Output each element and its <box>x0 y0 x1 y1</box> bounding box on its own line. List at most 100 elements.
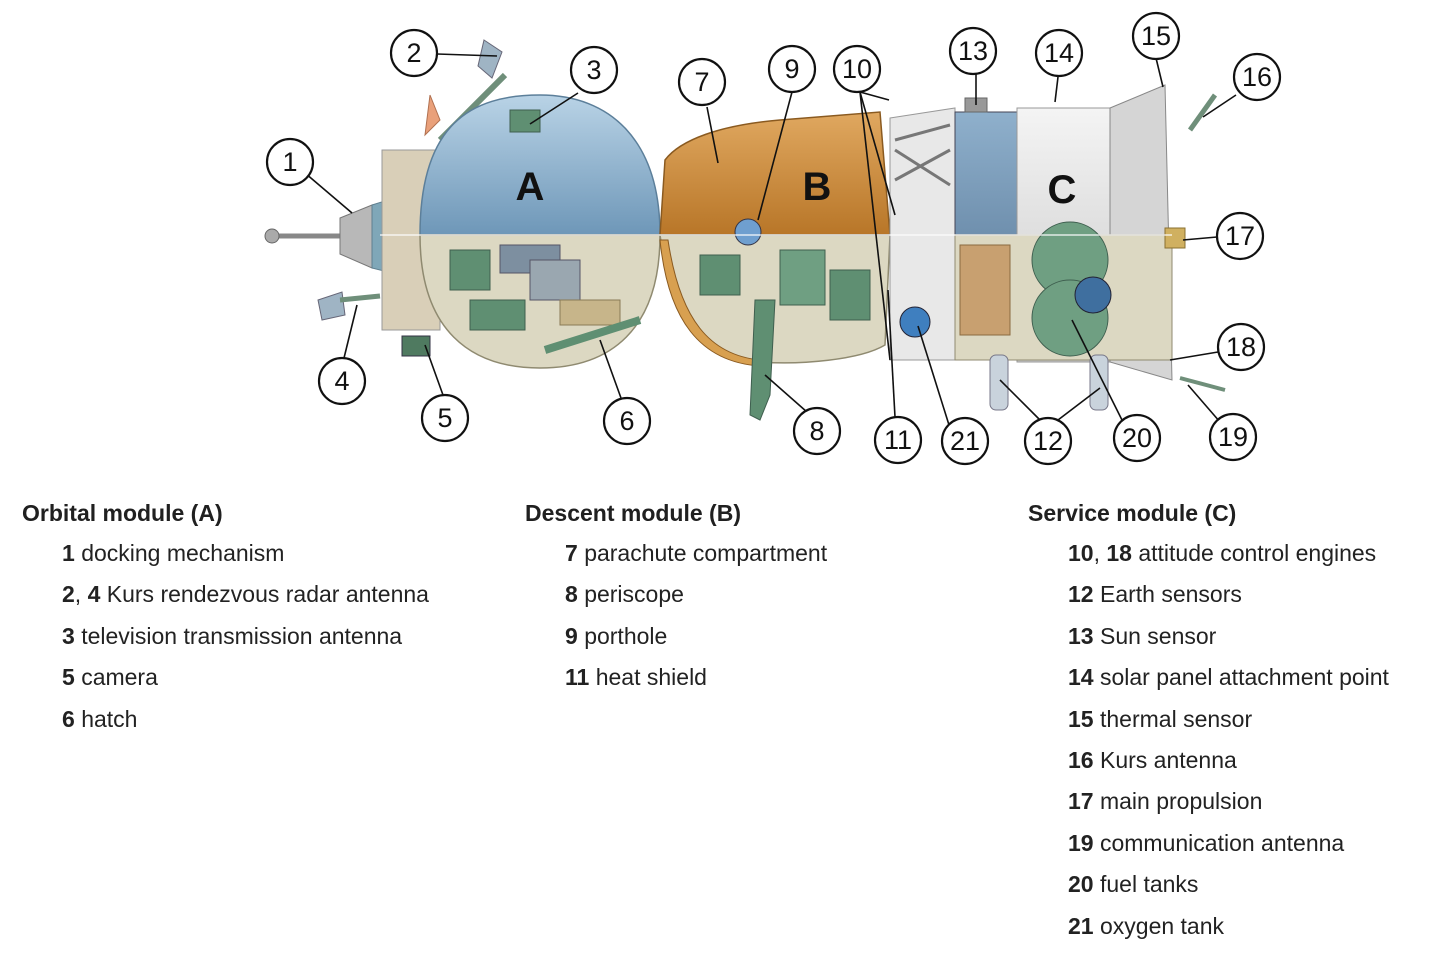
legend-item-number: 8 <box>565 581 578 608</box>
legend-item: 1 docking mechanism <box>62 538 429 579</box>
callout-label: 11 <box>884 425 912 455</box>
callout-14: 14 <box>1034 28 1084 78</box>
callout-label: 15 <box>1141 21 1171 51</box>
legend-item-number: 10 <box>1068 540 1094 566</box>
legend-item-number: 3 <box>62 622 75 649</box>
legend-item: 3 television transmission antenna <box>62 621 429 662</box>
module-letter-a: A <box>516 165 545 209</box>
callout-label: 2 <box>406 38 421 68</box>
callout-label: 13 <box>958 36 988 66</box>
callout-label: 10 <box>842 54 872 84</box>
callout-12: 12 <box>1023 416 1073 466</box>
callout-label: 21 <box>950 426 980 456</box>
legend-item: 2, 4 Kurs rendezvous radar antenna <box>62 581 429 608</box>
legend-item-text: porthole <box>584 622 668 649</box>
legend-item-number: 17 <box>1068 788 1094 815</box>
legend-item-number: 2 <box>62 581 75 608</box>
callout-5: 5 <box>420 393 470 443</box>
legend-item: 15 thermal sensor <box>1068 704 1389 745</box>
spacecraft-body <box>264 39 1226 421</box>
legend-item: 10, 18 attitude control engines <box>1068 540 1377 566</box>
callout-8: 8 <box>792 406 842 456</box>
callout-label: 1 <box>282 147 297 177</box>
legend-item-text: periscope <box>584 581 684 608</box>
descent-module-shape <box>659 111 891 421</box>
legend-item-number: 5 <box>62 664 75 691</box>
callout-16: 16 <box>1232 52 1282 102</box>
callout-label: 7 <box>694 67 709 97</box>
legend-item: 8 periscope <box>565 579 827 620</box>
legend-item-number: 20 <box>1068 871 1094 898</box>
antenna-shapes-left <box>317 39 508 357</box>
legend-item-text: communication antenna <box>1099 829 1345 856</box>
callout-13: 13 <box>948 26 998 76</box>
legend-item-text: oxygen tank <box>1099 912 1225 939</box>
legend-item: 21 oxygen tank <box>1068 911 1389 952</box>
legend-orbital-module: Orbital module (A) 1 docking mechanism 2,… <box>22 498 429 745</box>
legend-item-number: 12 <box>1068 581 1094 608</box>
legend-item-text: Kurs rendezvous radar antenna <box>106 581 429 608</box>
legend-item-text: Earth sensors <box>1099 581 1242 608</box>
leader-lines <box>304 53 1237 426</box>
legend-item: 11 heat shield <box>565 662 827 703</box>
legend-item: 5 camera <box>62 662 429 703</box>
callout-17: 17 <box>1215 211 1265 261</box>
legend-heading: Descent module (B) <box>525 500 741 526</box>
legend-item-text: parachute compartment <box>584 540 828 566</box>
callout-19: 19 <box>1208 412 1258 462</box>
callout-18: 18 <box>1216 322 1266 372</box>
legend-item-number: 6 <box>62 705 75 732</box>
callout-label: 6 <box>619 406 634 436</box>
legend-item-number: 14 <box>1068 664 1094 691</box>
docking-mechanism-shape <box>264 199 389 273</box>
callout-9: 9 <box>767 44 817 94</box>
legend-item-number: 16 <box>1068 746 1094 773</box>
legend-list: 1 docking mechanism 2, 4 Kurs rendezvous … <box>22 538 429 745</box>
legend-item-number: 1 <box>62 540 75 566</box>
callout-21: 21 <box>940 416 990 466</box>
legend-item-text: fuel tanks <box>1099 871 1199 898</box>
callout-label: 12 <box>1033 426 1063 456</box>
module-letter-b: B <box>803 165 832 209</box>
legend-item: 13 Sun sensor <box>1068 621 1389 662</box>
legend-item-number: 21 <box>1068 912 1094 939</box>
callout-label: 8 <box>809 416 824 446</box>
callout-10: 10 <box>832 44 882 94</box>
legend-item-number: 15 <box>1068 705 1094 732</box>
callout-label: 5 <box>437 403 452 433</box>
legend-item-text: heat shield <box>595 664 707 691</box>
legend-item: 6 hatch <box>62 704 429 745</box>
legend-item: 12 Earth sensors <box>1068 579 1389 620</box>
orbital-module-shape <box>381 94 661 369</box>
legend-item-number: 7 <box>565 540 578 566</box>
legend-item: 16 Kurs antenna <box>1068 745 1389 786</box>
callout-label: 4 <box>334 366 349 396</box>
callout-label: 9 <box>784 54 799 84</box>
service-module-shape <box>889 84 1226 411</box>
legend-item-text: television transmission antenna <box>81 622 403 649</box>
soyuz-cutaway-diagram: A B C 1 2 3 4 5 6 7 8 9 10 11 12 13 <box>264 11 1282 466</box>
legend-item: 20 fuel tanks <box>1068 869 1389 910</box>
legend-item-text: solar panel attachment point <box>1099 664 1389 691</box>
callout-1: 1 <box>265 137 315 187</box>
legend-item-text: hatch <box>81 705 138 732</box>
legend-item-text: main propulsion <box>1099 788 1263 815</box>
callout-label: 18 <box>1226 332 1256 362</box>
legend-item-text: camera <box>81 664 158 691</box>
callout-7: 7 <box>677 57 727 107</box>
legend-service-module: Service module (C) 10, 18 attitude contr… <box>1028 498 1389 952</box>
legend-item: 14 solar panel attachment point <box>1068 662 1389 703</box>
callout-label: 3 <box>586 55 601 85</box>
callout-label: 16 <box>1242 62 1272 92</box>
callout-label: 14 <box>1044 38 1074 68</box>
legend-item-text: docking mechanism <box>81 540 285 566</box>
callout-4: 4 <box>317 356 367 406</box>
legend-list: 10, 18 attitude control engines 12 Earth … <box>1028 538 1389 952</box>
legend-heading: Service module (C) <box>1028 500 1237 526</box>
legend-item-text: thermal sensor <box>1099 705 1253 732</box>
legend-heading: Orbital module (A) <box>22 500 223 526</box>
legend-item: 17 main propulsion <box>1068 786 1389 827</box>
module-letter-c: C <box>1048 168 1077 212</box>
legend-descent-module: Descent module (B) 7 parachute compartme… <box>525 498 827 704</box>
legend-item-number: 18 <box>1106 540 1132 566</box>
